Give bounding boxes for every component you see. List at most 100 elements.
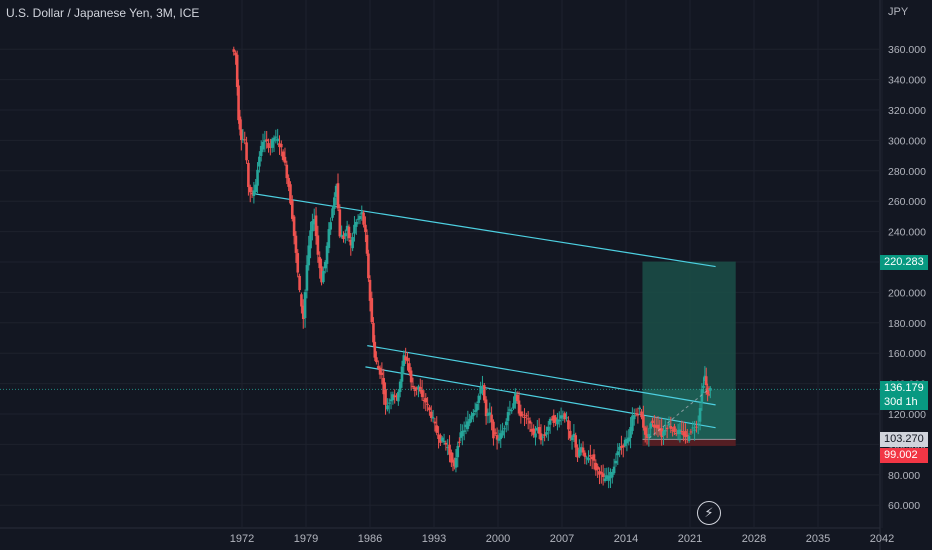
candle-body xyxy=(696,423,700,425)
candle-body xyxy=(462,430,466,432)
candle-body xyxy=(563,413,567,420)
candle-body xyxy=(351,237,354,249)
candle-body xyxy=(387,402,391,404)
candle-body xyxy=(570,437,574,441)
candle-body xyxy=(331,208,334,218)
candle-body xyxy=(499,433,503,440)
candle-body xyxy=(512,403,515,409)
candle-body xyxy=(446,447,450,449)
candle-body xyxy=(530,429,534,432)
candle-body xyxy=(592,454,596,461)
candle-body xyxy=(612,466,616,474)
candle-body xyxy=(667,423,671,426)
candle-body xyxy=(415,388,418,390)
candle-body xyxy=(607,475,610,481)
candle-body xyxy=(404,356,407,361)
candle-body xyxy=(294,235,298,253)
candle-body xyxy=(342,235,345,240)
candle-body xyxy=(240,129,243,141)
candle-body xyxy=(448,444,451,455)
candle-body xyxy=(334,185,338,197)
candle-body xyxy=(583,452,587,457)
candle-body xyxy=(598,471,601,475)
candle-body xyxy=(642,415,645,428)
candle-body xyxy=(347,226,351,239)
candle-body xyxy=(704,376,708,386)
candle-body xyxy=(616,451,620,456)
candle-body xyxy=(316,235,320,255)
candle-body xyxy=(503,428,506,430)
candle-body xyxy=(557,419,561,422)
candle-body xyxy=(605,475,609,479)
y-tick-label: 120.000 xyxy=(888,409,926,421)
y-tick-label: 360.000 xyxy=(888,44,926,56)
x-tick-label: 1993 xyxy=(422,533,446,545)
candle-body xyxy=(406,357,409,362)
candle-body xyxy=(333,197,336,209)
candle-body xyxy=(631,415,634,431)
candle-body xyxy=(653,424,656,428)
candle-body xyxy=(235,54,239,87)
candle-body xyxy=(634,413,638,415)
candle-body xyxy=(408,363,411,373)
candle-body xyxy=(232,49,236,52)
candle-body xyxy=(620,445,623,448)
candle-body xyxy=(590,456,594,460)
candle-body xyxy=(484,399,488,417)
candle-body xyxy=(552,415,556,423)
candle-body xyxy=(435,425,439,433)
candle-body xyxy=(669,426,673,429)
candle-body xyxy=(456,445,460,458)
candle-body xyxy=(428,407,431,411)
candle-body xyxy=(545,432,548,435)
candle-body xyxy=(587,458,590,461)
current-price-badge: 136.179 xyxy=(880,381,928,396)
candle-body xyxy=(554,417,557,422)
candle-body xyxy=(656,424,660,429)
y-tick-label: 240.000 xyxy=(888,227,926,239)
candle-body xyxy=(629,426,632,438)
candle-body xyxy=(492,421,495,439)
candle-body xyxy=(515,394,519,402)
candle-body xyxy=(384,389,387,405)
x-tick-label: 2042 xyxy=(870,533,894,545)
candle-body xyxy=(243,139,247,141)
chart-title: U.S. Dollar / Japanese Yen, 3M, ICE xyxy=(6,6,200,20)
candle-body xyxy=(263,140,267,142)
candle-body xyxy=(417,386,420,389)
candle-body xyxy=(464,424,468,428)
candle-body xyxy=(651,420,654,424)
candle-body xyxy=(389,399,393,402)
y-tick-label: 60.000 xyxy=(888,500,920,512)
trendline xyxy=(365,366,716,429)
candle-body xyxy=(501,430,504,436)
candle-body xyxy=(320,266,323,283)
candle-body xyxy=(678,429,682,435)
candle-body xyxy=(444,442,448,445)
lightning-icon[interactable]: ⚡ xyxy=(697,501,721,525)
candle-body xyxy=(440,437,444,442)
candle-body xyxy=(393,395,396,398)
candle-body xyxy=(409,370,413,383)
candle-body xyxy=(454,457,458,468)
candle-body xyxy=(433,421,437,424)
candle-body xyxy=(375,357,378,363)
candle-body xyxy=(674,433,678,435)
candle-body xyxy=(691,427,695,429)
candle-body xyxy=(603,478,607,481)
y-tick-label: 280.000 xyxy=(888,166,926,178)
candle-body xyxy=(532,428,535,435)
candle-body xyxy=(252,190,256,197)
stop-price-badge: 99.002 xyxy=(880,448,928,463)
candle-body xyxy=(439,435,442,443)
candle-body xyxy=(296,253,300,273)
candle-body xyxy=(514,393,517,404)
candle-body xyxy=(349,239,353,246)
candle-body xyxy=(265,139,268,142)
candle-body xyxy=(261,142,265,150)
price-unit-label: JPY xyxy=(888,6,909,18)
candle-body xyxy=(307,245,311,266)
candle-body xyxy=(267,143,270,148)
candle-body xyxy=(585,457,588,459)
